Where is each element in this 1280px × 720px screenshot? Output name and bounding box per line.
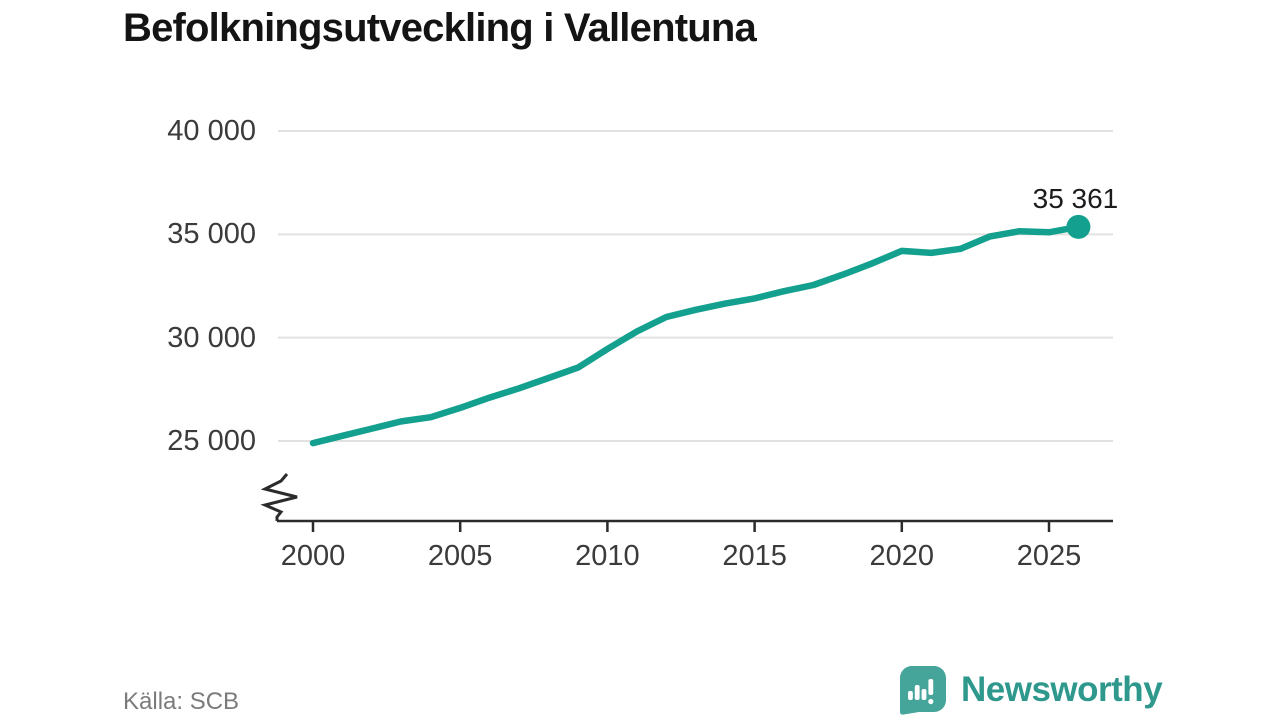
newsworthy-logo: Newsworthy <box>898 665 1163 715</box>
last-point-value-label: 35 361 <box>1032 182 1119 214</box>
chart-title: Befolkningsutveckling i Vallentuna <box>123 6 757 50</box>
axis-break-icon <box>260 473 298 521</box>
newsworthy-wordmark: Newsworthy <box>961 670 1163 709</box>
x-axis-tick-label: 2025 <box>1016 540 1082 572</box>
population-series-line <box>309 223 1082 447</box>
y-axis-tick-label: 30 000 <box>167 321 256 354</box>
y-axis-tick-label: 40 000 <box>167 115 256 147</box>
x-axis-tick-label: 2000 <box>280 540 346 572</box>
x-axis-tick-label: 2015 <box>722 540 787 572</box>
x-axis-tick-label: 2005 <box>427 540 493 572</box>
x-axis-tick-label: 2010 <box>575 540 640 572</box>
x-axis-tick-label: 2020 <box>869 540 935 572</box>
y-axis-tick-label: 25 000 <box>167 425 256 457</box>
source-note: Källa: SCB <box>123 688 240 715</box>
last-point-marker <box>1066 214 1091 239</box>
newsworthy-bubble-chart-icon <box>898 665 948 715</box>
y-axis-tick-label: 35 000 <box>167 218 256 251</box>
